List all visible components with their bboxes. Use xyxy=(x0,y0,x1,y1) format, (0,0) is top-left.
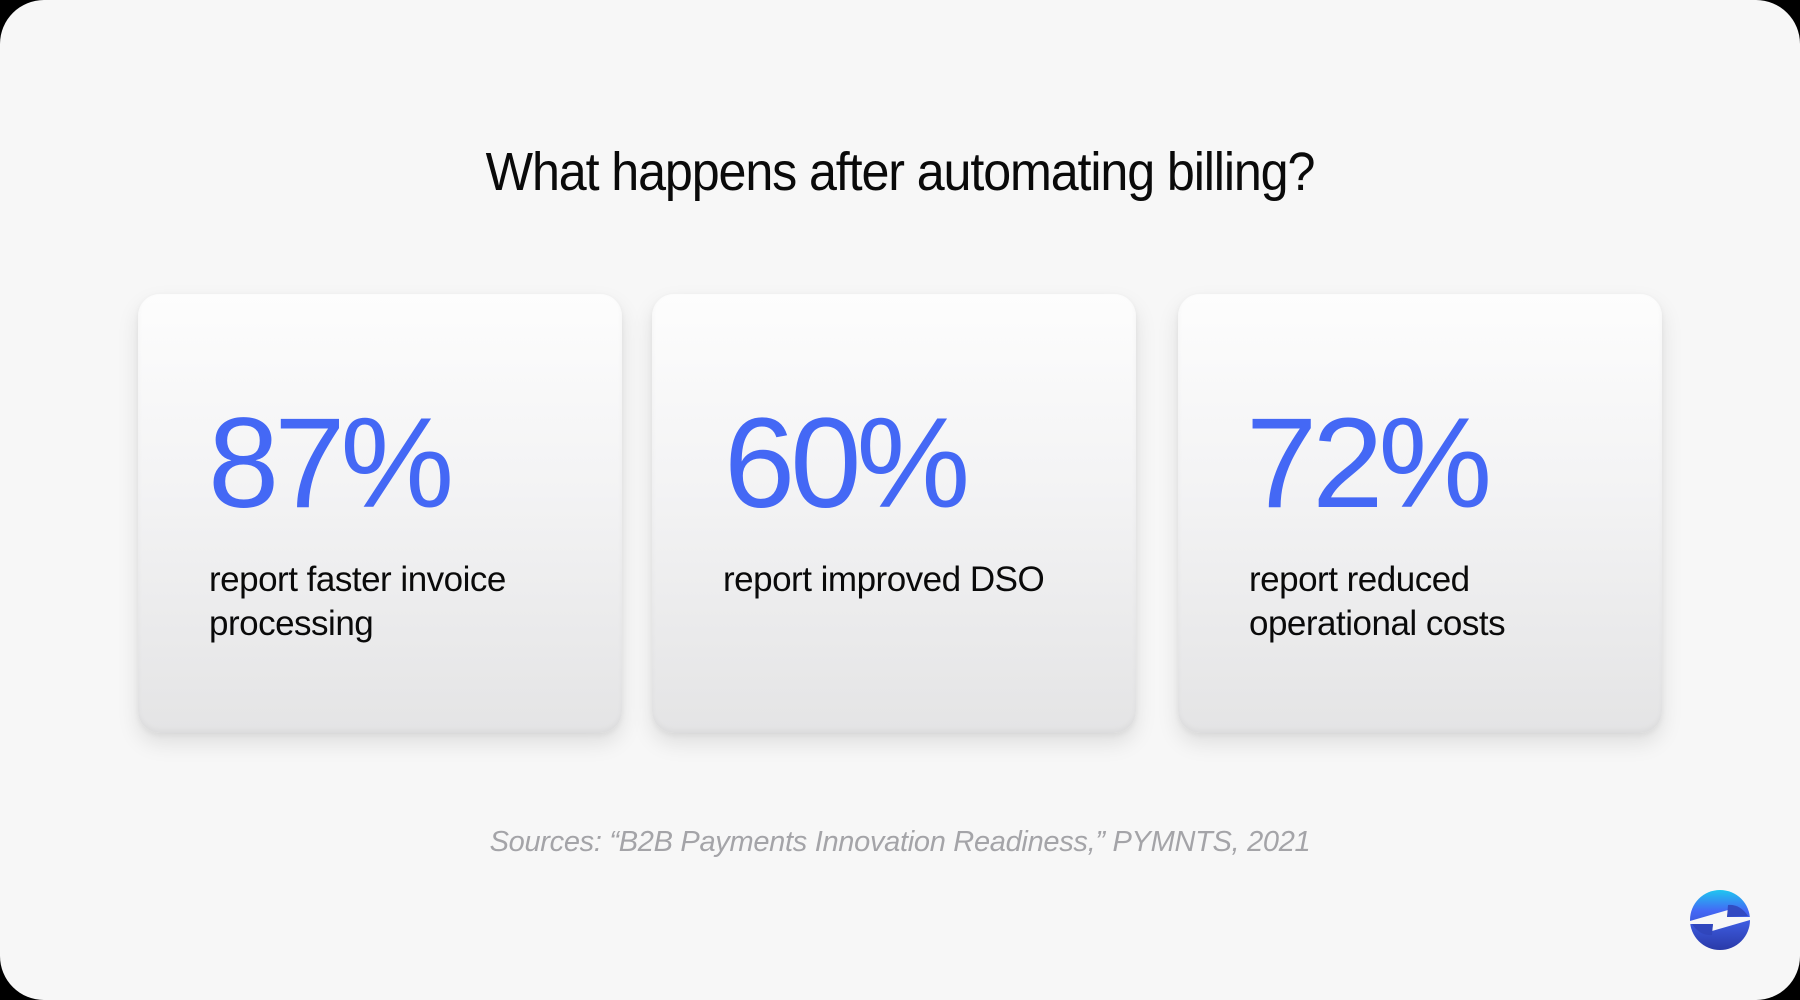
stat-description-line: processing xyxy=(209,604,374,643)
stat-description-line: report reduced xyxy=(1249,560,1470,599)
page-title: What happens after automating billing? xyxy=(485,142,1316,202)
stat-description: report faster invoice processing xyxy=(209,558,609,646)
stat-description-line: report faster invoice xyxy=(209,560,506,599)
stat-description-line: operational costs xyxy=(1249,604,1506,643)
source-citation: Sources: “B2B Payments Innovation Readin… xyxy=(489,826,1311,858)
stat-description: report reduced operational costs xyxy=(1249,558,1649,646)
stat-value: 87% xyxy=(208,392,454,535)
stat-value: 72% xyxy=(1246,392,1492,535)
stat-card-operational-costs: 72% report reduced operational costs xyxy=(1178,294,1662,733)
stat-card-invoice-processing: 87% report faster invoice processing xyxy=(138,294,622,733)
brand-logo-icon xyxy=(1690,890,1750,950)
stat-card-dso: 60% report improved DSO xyxy=(652,294,1136,733)
stat-description: report improved DSO xyxy=(723,558,1123,602)
stat-value: 60% xyxy=(724,392,970,535)
stat-description-line: report improved DSO xyxy=(723,560,1045,599)
